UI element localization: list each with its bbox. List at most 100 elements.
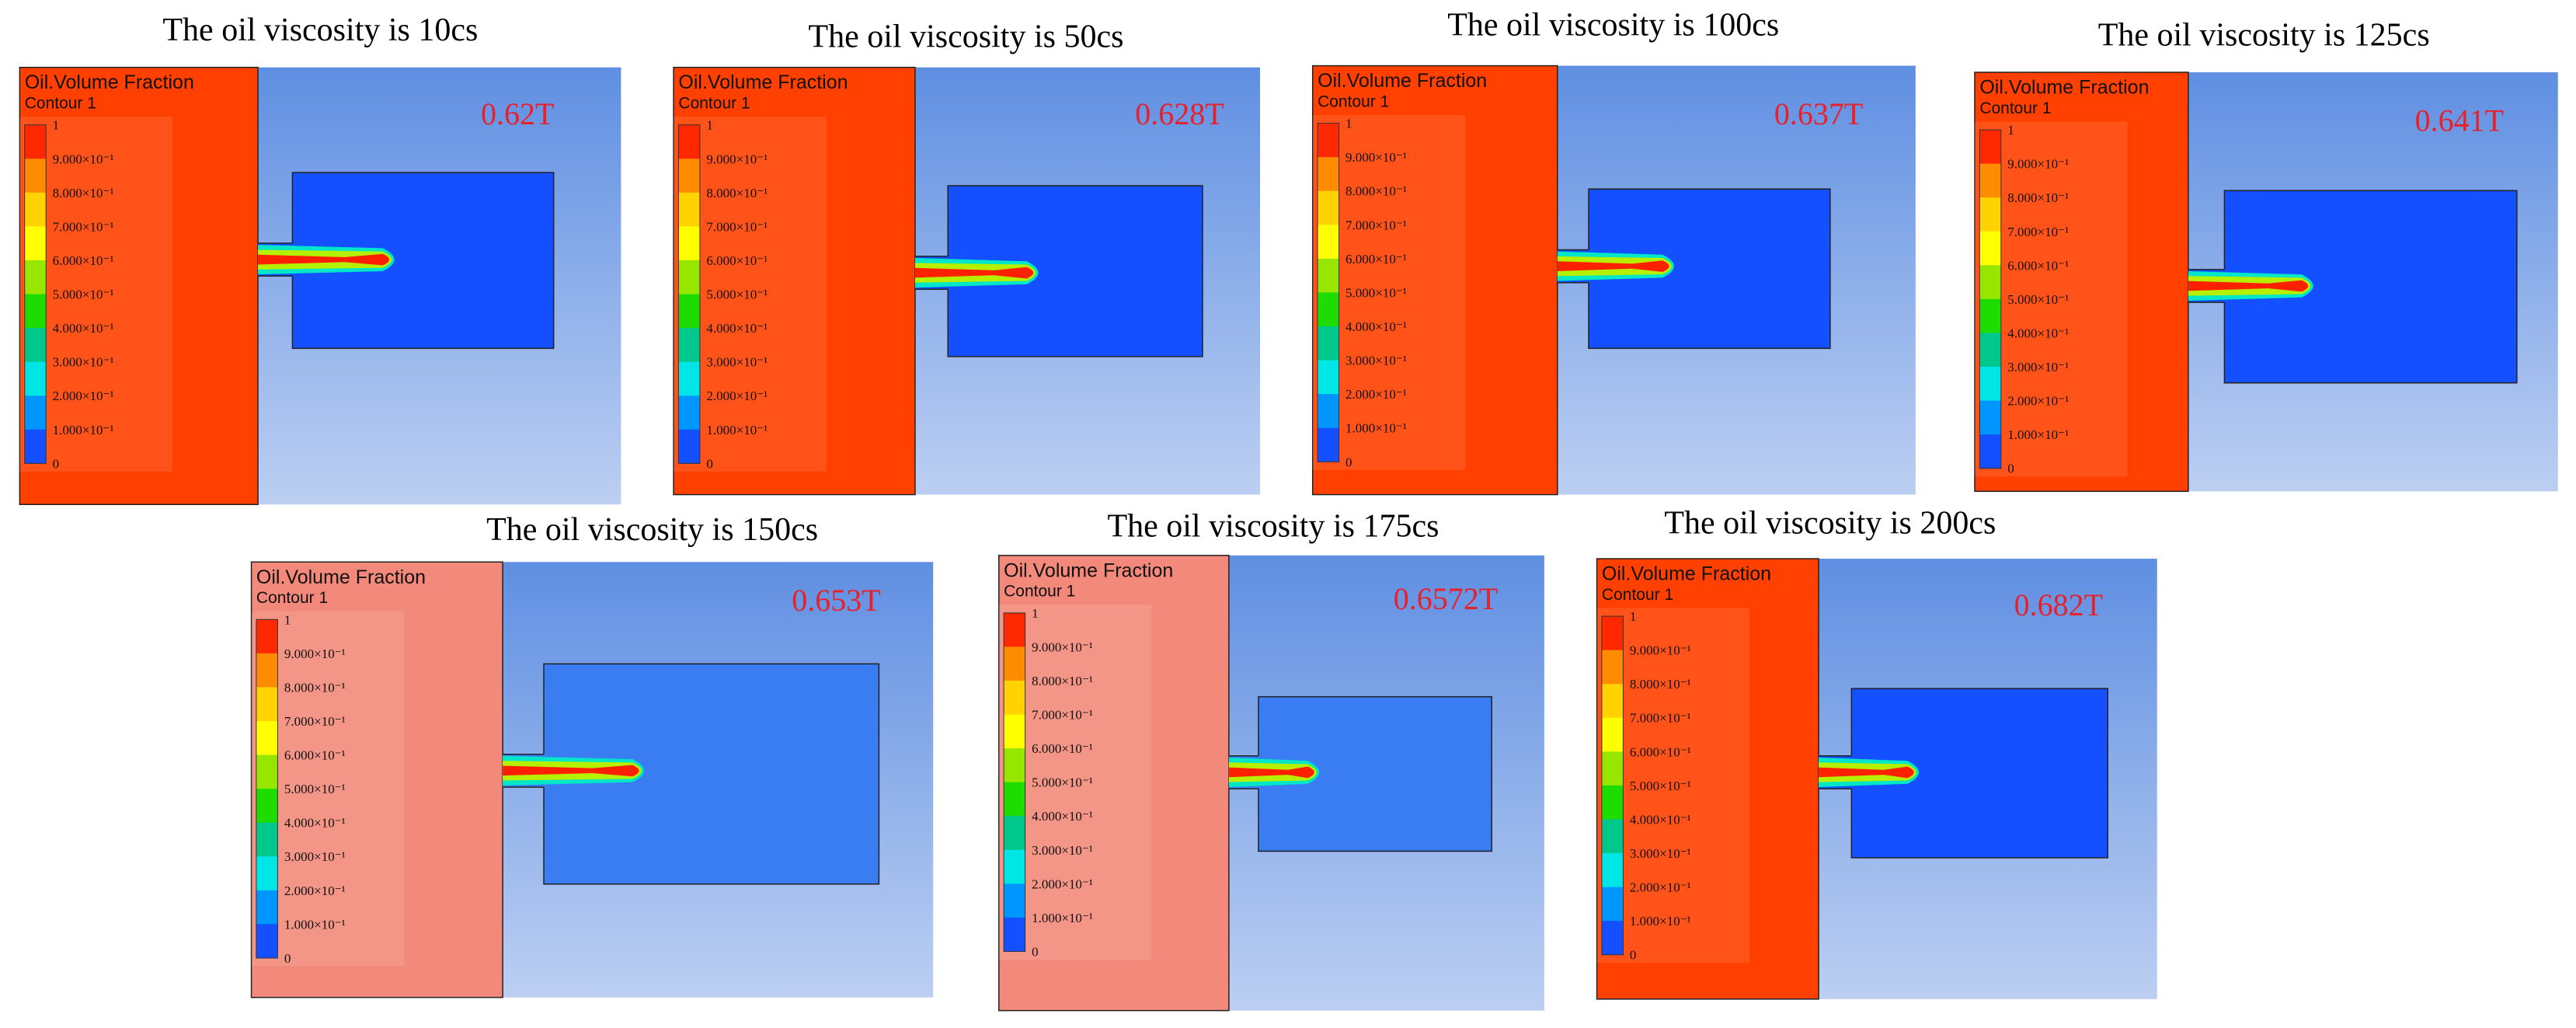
colorbar-label: 1 [1345,117,1352,131]
colorbar-band [256,754,278,789]
time-label: 0.653T [792,583,880,618]
oil-region [1311,64,1558,496]
colorbar-band [1979,298,2001,333]
colorbar-label: 5.000×10⁻¹ [284,782,346,796]
colorbar-band [1601,684,1624,719]
colorbar-label: 7.000×10⁻¹ [53,219,114,234]
colorbar-label: 5.000×10⁻¹ [1630,779,1691,793]
colorbar-label: 2.000×10⁻¹ [1345,387,1407,402]
colorbar-band [1601,717,1624,752]
colorbar-band [1318,225,1339,260]
colorbar-label: 2.000×10⁻¹ [53,389,114,403]
contour-panel: The oil viscosity is 175cs Oil.Volume Fra… [998,509,1544,1012]
colorbar-label: 6.000×10⁻¹ [2007,258,2069,273]
colorbar-label: 1.000×10⁻¹ [53,423,114,437]
contour-panel: The oil viscosity is 50cs Oil.Volume Frac… [673,19,1261,496]
colorbar-label: 0 [53,456,60,471]
jet-core [914,267,1034,279]
colorbar-band [256,720,278,756]
colorbar-band [1318,190,1339,225]
colorbar-label: 3.000×10⁻¹ [2007,360,2069,375]
colorbar-band [1004,849,1025,884]
colorbar-band [256,890,278,925]
legend-title: Oil.Volume Fraction [1318,70,1487,92]
colorbar-label: 1 [1630,609,1637,624]
colorbar-band [1318,157,1339,192]
colorbar-band [1979,265,2001,300]
oil-region [1974,71,2189,493]
colorbar-label: 8.000×10⁻¹ [53,186,114,200]
colorbar-label: 4.000×10⁻¹ [1630,812,1691,827]
colorbar-band [1004,782,1025,817]
colorbar-label: 1.000×10⁻¹ [1630,914,1691,929]
colorbar-band [1601,853,1624,888]
colorbar-band [1004,680,1025,716]
colorbar-label: 7.000×10⁻¹ [1032,708,1093,723]
oil-region [1596,558,1819,1000]
colorbar-band [678,260,700,295]
jet-core [2188,280,2309,292]
legend-title: Oil.Volume Fraction [256,566,426,588]
colorbar-band [678,226,700,261]
colorbar-band [1318,123,1339,158]
colorbar-band [1004,748,1025,783]
colorbar-band [1601,650,1624,685]
colorbar-band [256,687,278,722]
colorbar-band [678,429,700,464]
colorbar-label: 8.000×10⁻¹ [1032,674,1093,688]
colorbar-label: 7.000×10⁻¹ [706,219,768,234]
colorbar-frame [1003,612,1026,952]
jet-core [1819,766,1914,779]
time-label: 0.62T [481,96,554,131]
colorbar-label: 4.000×10⁻¹ [284,816,346,831]
colorbar-label: 2.000×10⁻¹ [1630,880,1691,895]
colorbar-band [256,619,278,654]
legend-subtitle: Contour 1 [1979,99,2051,117]
panel-title: The oil viscosity is 50cs [809,19,1124,55]
colorbar-label: 6.000×10⁻¹ [53,253,114,268]
colorbar-label: 5.000×10⁻¹ [706,287,768,302]
colorbar-band [1004,714,1025,749]
colorbar-band [24,294,47,329]
colorbar-band [1004,883,1025,918]
colorbar-band [24,260,47,295]
colorbar-label: 3.000×10⁻¹ [1032,843,1093,858]
colorbar-band [1979,400,2001,435]
legend-title: Oil.Volume Fraction [25,71,194,93]
colorbar-label: 6.000×10⁻¹ [284,748,346,763]
colorbar-label: 4.000×10⁻¹ [1032,809,1093,824]
legend-subtitle: Contour 1 [1318,92,1389,110]
colorbar-label: 0 [284,951,291,966]
legend-title: Oil.Volume Fraction [1602,563,1771,585]
legend-title: Oil.Volume Fraction [1979,77,2149,99]
panel-title: The oil viscosity is 100cs [1447,8,1779,44]
colorbar-band [678,124,700,159]
colorbar-band [678,361,700,396]
colorbar-label: 8.000×10⁻¹ [1630,677,1691,692]
colorbar-band [678,159,700,193]
colorbar-label: 9.000×10⁻¹ [53,152,114,166]
colorbar-band [678,328,700,363]
oil-region [250,561,503,998]
colorbar-label: 1.000×10⁻¹ [1345,421,1407,436]
colorbar-frame [1317,123,1340,462]
colorbar-band [1601,751,1624,786]
colorbar-label: 2.000×10⁻¹ [706,389,768,403]
colorbar-label: 9.000×10⁻¹ [706,152,768,166]
colorbar-band [1601,616,1624,651]
colorbar-label: 8.000×10⁻¹ [1345,184,1407,199]
colorbar-frame [24,124,47,464]
colorbar-band [1601,921,1624,956]
time-label: 0.6572T [1394,581,1498,616]
colorbar-label: 8.000×10⁻¹ [2007,190,2069,205]
colorbar-band [1979,434,2001,469]
colorbar-band [1979,231,2001,266]
colorbar-label: 0 [2007,462,2014,476]
oil-region [998,555,1230,1012]
colorbar-label: 1.000×10⁻¹ [284,917,346,932]
colorbar-label: 4.000×10⁻¹ [706,321,768,336]
colorbar-label: 4.000×10⁻¹ [1345,319,1407,334]
colorbar-label: 2.000×10⁻¹ [2007,394,2069,409]
jet-core [258,253,390,266]
